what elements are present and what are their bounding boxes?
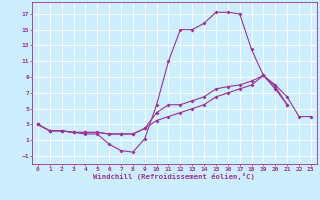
X-axis label: Windchill (Refroidissement éolien,°C): Windchill (Refroidissement éolien,°C) bbox=[93, 173, 255, 180]
